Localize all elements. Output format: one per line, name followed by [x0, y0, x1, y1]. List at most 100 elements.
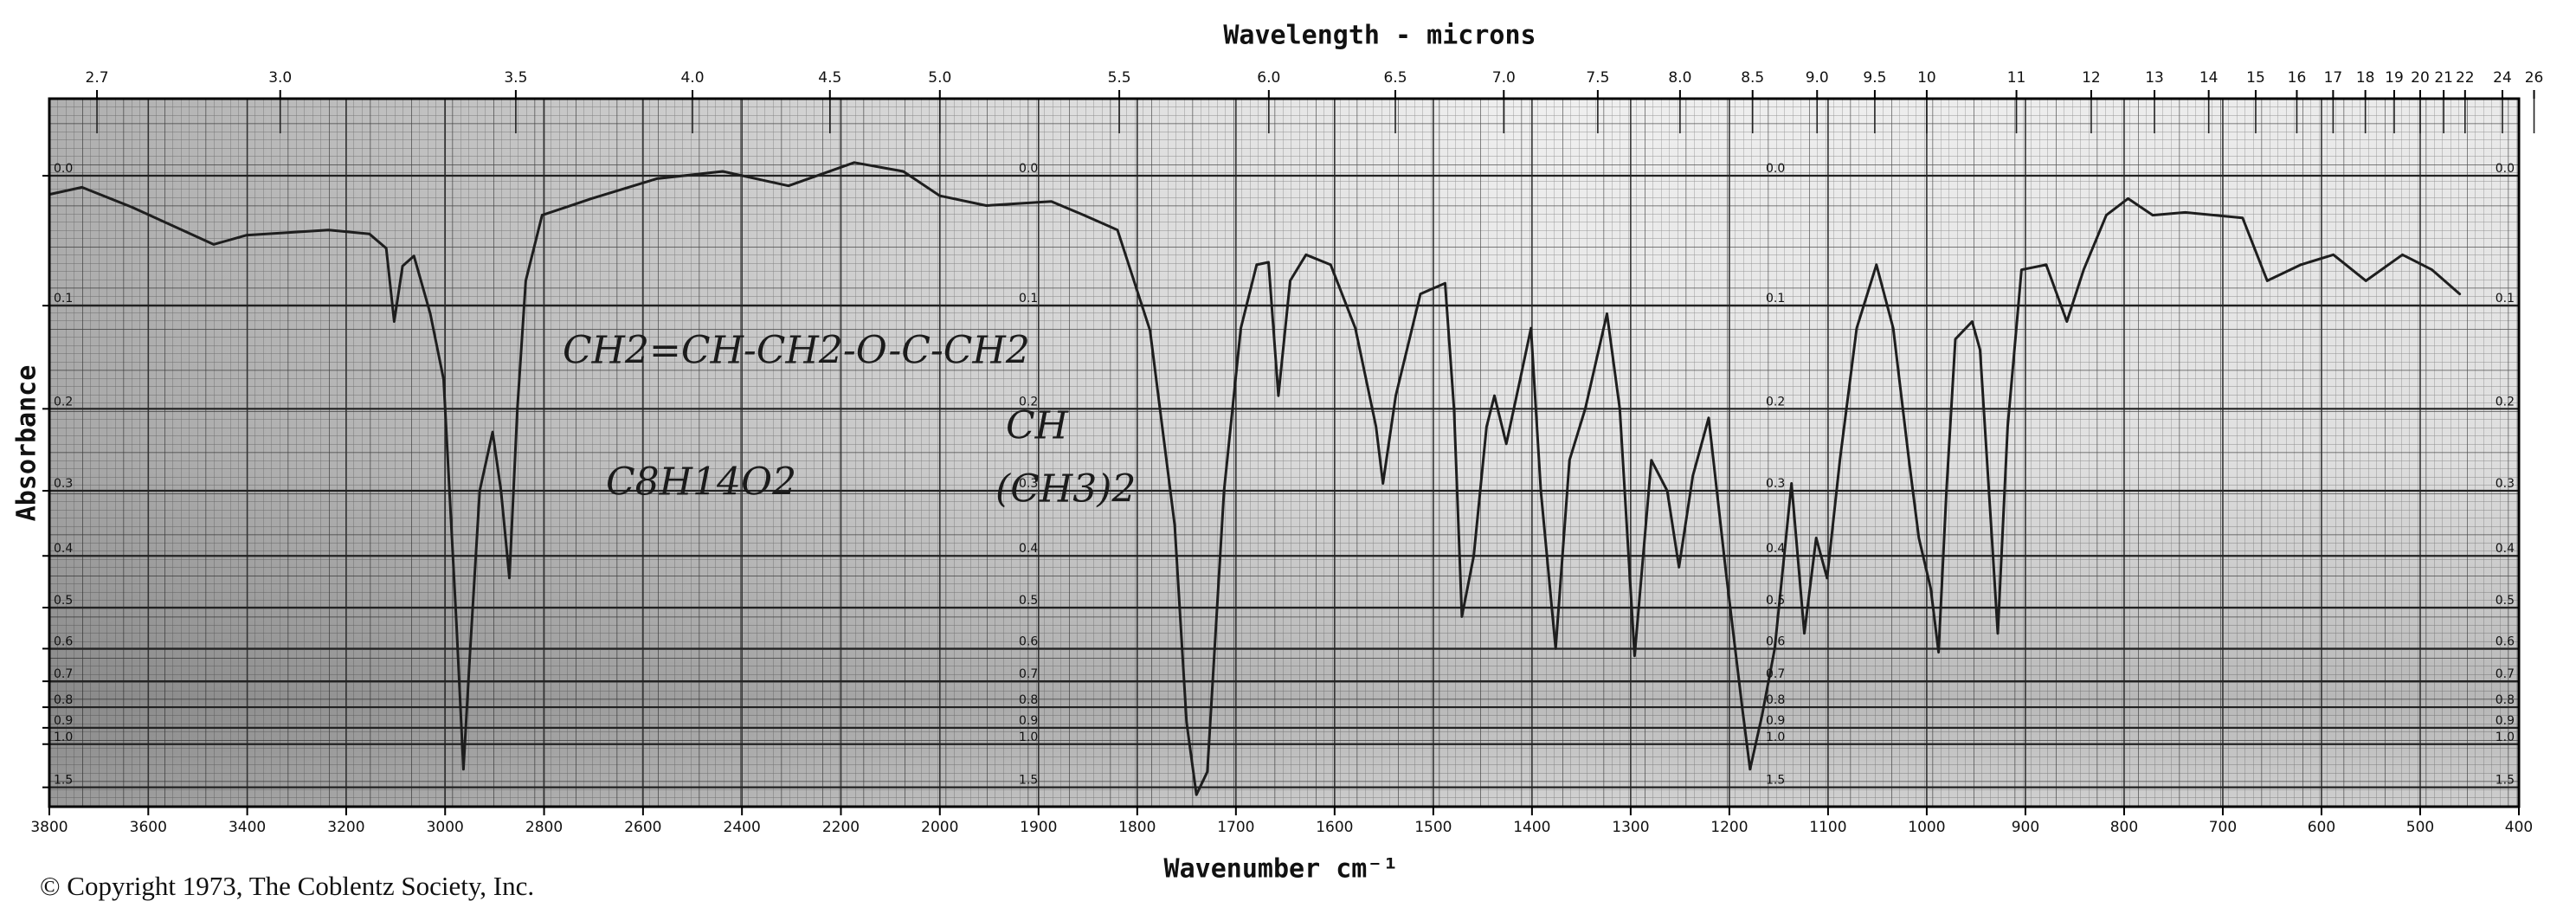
- x2-tick-label: 18: [2356, 69, 2375, 87]
- x-tick-label: 1200: [1710, 819, 1748, 836]
- x-tick-label: 1600: [1316, 819, 1353, 836]
- y-tick-label: 0.8: [1019, 693, 1038, 707]
- x2-tick-label: 26: [2525, 69, 2544, 87]
- marks: [48, 161, 2462, 796]
- top-axis-title: Wavelength - microns: [1223, 21, 1536, 51]
- y-tick-label: 0.1: [54, 292, 73, 306]
- annotation: (CH3)2: [995, 467, 1136, 512]
- x2-tick-label: 14: [2199, 69, 2219, 87]
- x2-tick-label: 8.0: [1668, 69, 1691, 87]
- y-tick-label: 0.5: [1766, 594, 1785, 608]
- x-tick-label: 2000: [921, 819, 958, 836]
- x2-tick-label: 24: [2493, 69, 2512, 87]
- y-tick-label: 0.6: [1019, 634, 1038, 648]
- x2-tick-label: 16: [2288, 69, 2307, 87]
- y-tick-label: 0.0: [1766, 162, 1785, 176]
- y-tick-label: 1.5: [1019, 774, 1038, 788]
- x-tick-label: 1300: [1612, 819, 1649, 836]
- y-tick-label: 0.9: [54, 714, 73, 728]
- annotation: CH: [1006, 404, 1070, 448]
- x2-tick-label: 13: [2145, 69, 2164, 87]
- y-tick-label: 0.5: [54, 594, 73, 608]
- x2-tick-label: 9.5: [1863, 69, 1886, 87]
- y-tick-label: 0.0: [54, 162, 73, 176]
- y-tick-label: 1.5: [1766, 774, 1785, 788]
- x-tick-label: 2200: [822, 819, 860, 836]
- y-tick-label: 0.2: [54, 395, 73, 409]
- y-axis-title: Absorbance: [12, 365, 42, 522]
- x2-tick-label: 6.5: [1383, 69, 1407, 87]
- annotation: CH2=CH-CH2-O-C-CH2: [563, 329, 1030, 373]
- y-tick-label: 0.0: [2496, 162, 2515, 176]
- x2-tick-label: 4.5: [818, 69, 841, 87]
- x2-tick-label: 20: [2411, 69, 2430, 87]
- x-tick-label: 500: [2406, 819, 2434, 836]
- x2-tick-label: 11: [2007, 69, 2026, 87]
- y-tick-label: 0.5: [1019, 594, 1038, 608]
- y-tick-label: 0.8: [2496, 693, 2515, 707]
- x-tick-label: 2800: [525, 819, 563, 836]
- y-tick-label: 0.2: [2496, 395, 2515, 409]
- x-tick-label: 3800: [30, 819, 68, 836]
- y-tick-label: 0.7: [1019, 667, 1038, 681]
- x2-tick-label: 9.0: [1806, 69, 1829, 87]
- y-tick-label: 0.5: [2496, 594, 2515, 608]
- x2-tick-label: 19: [2385, 69, 2404, 87]
- x-tick-label: 1500: [1414, 819, 1452, 836]
- y-tick-label: 0.7: [54, 667, 73, 681]
- y-tick-label: 0.4: [1019, 542, 1038, 556]
- annotation: C8H14O2: [606, 460, 796, 505]
- x-tick-label: 400: [2505, 819, 2533, 836]
- y-tick-label: 0.1: [1766, 292, 1785, 306]
- y-tick-label: 0.4: [2496, 542, 2515, 556]
- y-tick-label: 0.7: [2496, 667, 2515, 681]
- x2-tick-label: 17: [2324, 69, 2343, 87]
- x2-tick-label: 15: [2246, 69, 2265, 87]
- x-tick-label: 600: [2308, 819, 2335, 836]
- y-tick-label: 0.6: [2496, 634, 2515, 648]
- y-tick-label: 0.1: [2496, 292, 2515, 306]
- y-tick-label: 0.2: [1019, 395, 1038, 409]
- x2-tick-label: 7.5: [1586, 69, 1609, 87]
- y-tick-label: 0.9: [2496, 714, 2515, 728]
- plot-frame: [48, 97, 2521, 808]
- y-tick-label: 1.0: [1766, 731, 1785, 744]
- x2-tick-label: 12: [2082, 69, 2101, 87]
- x2-tick-label: 10: [1917, 69, 1936, 87]
- y-tick-label: 0.3: [2496, 477, 2515, 491]
- y-tick-label: 0.8: [54, 693, 73, 707]
- x-tick-label: 1900: [1020, 819, 1057, 836]
- y-tick-label: 0.2: [1766, 395, 1785, 409]
- y-tick-label: 1.0: [1019, 731, 1038, 744]
- y-tick-label: 1.0: [2496, 731, 2515, 744]
- x2-tick-label: 5.5: [1108, 69, 1131, 87]
- x-tick-label: 700: [2209, 819, 2237, 836]
- copyright: © Copyright 1973, The Coblentz Society, …: [40, 871, 534, 901]
- x2-tick-label: 4.0: [680, 69, 704, 87]
- y-tick-label: 1.0: [54, 731, 73, 744]
- x-tick-label: 1400: [1513, 819, 1550, 836]
- y-tick-label: 1.5: [2496, 774, 2515, 788]
- x-tick-label: 1100: [1809, 819, 1846, 836]
- plot-background: [49, 99, 2519, 807]
- x-tick-label: 3400: [229, 819, 266, 836]
- x-tick-label: 1000: [1908, 819, 1945, 836]
- x2-tick-label: 8.5: [1741, 69, 1764, 87]
- y-tick-label: 0.6: [54, 634, 73, 648]
- x-tick-label: 800: [2110, 819, 2138, 836]
- x-tick-label: 2600: [624, 819, 661, 836]
- x-tick-label: 900: [2012, 819, 2039, 836]
- x-axis-title: Wavenumber cm⁻¹: [1164, 854, 1399, 885]
- y-tick-label: 0.3: [1766, 477, 1785, 491]
- y-tick-label: 0.0: [1019, 162, 1038, 176]
- x-tick-label: 2400: [724, 819, 761, 836]
- y-tick-label: 0.6: [1766, 634, 1785, 648]
- y-tick-label: 0.3: [1019, 477, 1038, 491]
- x2-tick-label: 22: [2456, 69, 2475, 87]
- y-tick-label: 0.7: [1766, 667, 1785, 681]
- y-tick-label: 0.9: [1766, 714, 1785, 728]
- y-tick-label: 0.8: [1766, 693, 1785, 707]
- x2-tick-label: 6.0: [1257, 69, 1280, 87]
